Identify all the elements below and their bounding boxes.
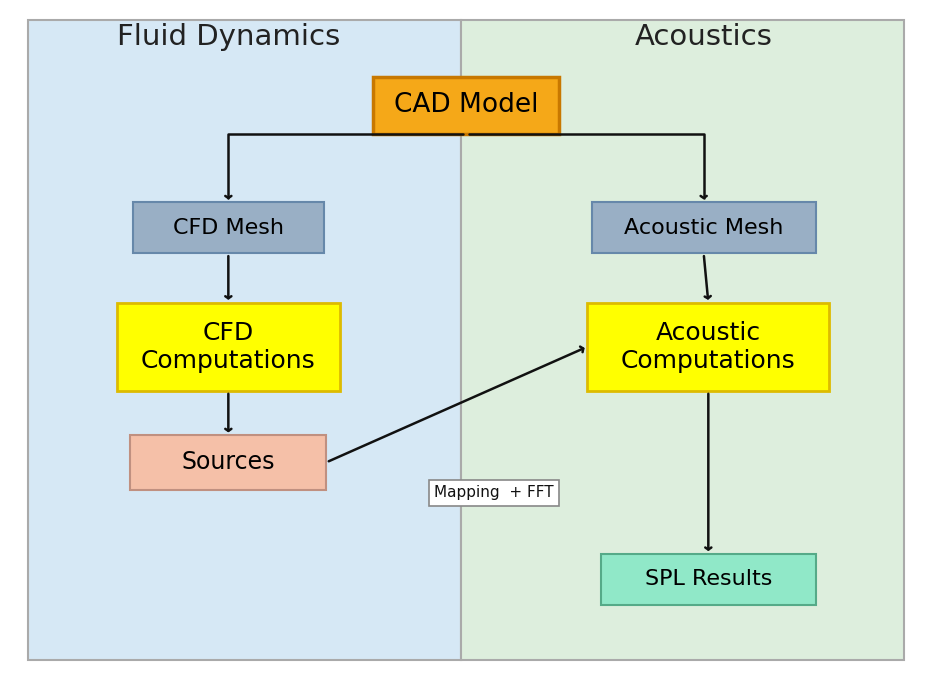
Text: Acoustic Mesh: Acoustic Mesh <box>624 218 784 238</box>
FancyBboxPatch shape <box>592 203 816 253</box>
FancyBboxPatch shape <box>28 20 461 660</box>
Text: Fluid Dynamics: Fluid Dynamics <box>116 23 340 52</box>
FancyBboxPatch shape <box>461 20 904 660</box>
FancyBboxPatch shape <box>587 303 829 391</box>
Text: CFD
Computations: CFD Computations <box>141 321 316 373</box>
Text: Mapping  + FFT: Mapping + FFT <box>434 486 554 500</box>
FancyBboxPatch shape <box>130 435 326 490</box>
FancyBboxPatch shape <box>601 554 816 605</box>
Text: Acoustic
Computations: Acoustic Computations <box>621 321 796 373</box>
Text: Acoustics: Acoustics <box>635 23 773 52</box>
Text: SPL Results: SPL Results <box>645 569 772 590</box>
FancyBboxPatch shape <box>373 77 559 134</box>
Text: CFD Mesh: CFD Mesh <box>172 218 284 238</box>
Text: CAD Model: CAD Model <box>393 92 539 118</box>
FancyBboxPatch shape <box>116 303 340 391</box>
FancyBboxPatch shape <box>133 203 324 253</box>
Text: Sources: Sources <box>182 450 275 475</box>
